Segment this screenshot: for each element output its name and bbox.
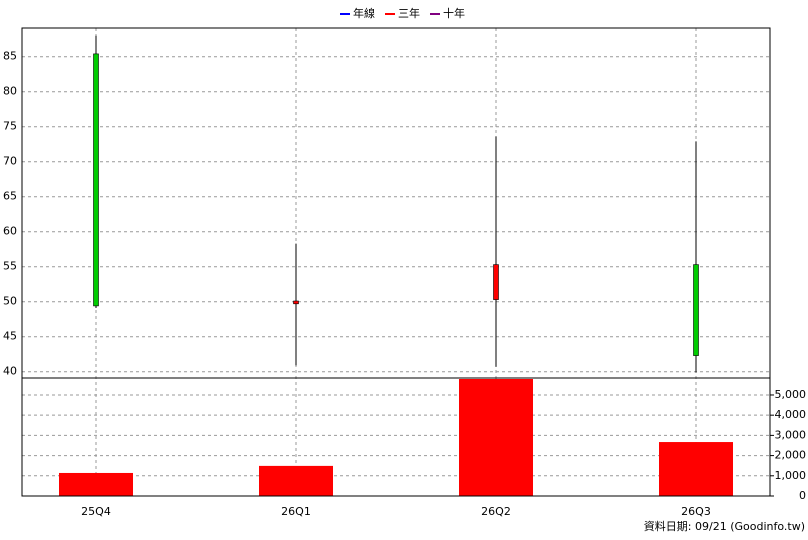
y-tick-label: 80 <box>3 85 17 98</box>
candle-body <box>493 264 499 300</box>
volume-bar <box>59 472 133 496</box>
volume-bar <box>459 379 533 496</box>
volume-bar <box>659 442 733 496</box>
candle-body <box>93 53 99 307</box>
legend-label: 十年 <box>443 6 465 20</box>
y-tick-label: 70 <box>3 155 17 168</box>
y-tick-label: 85 <box>3 50 17 63</box>
y-tick-label: 40 <box>3 365 17 378</box>
volume-bar <box>259 465 333 496</box>
x-tick-label: 26Q3 <box>681 505 711 518</box>
y-tick-label: 75 <box>3 120 17 133</box>
y2-tick-label: 5,000 <box>775 388 807 401</box>
y2-tick-label: 2,000 <box>775 449 807 462</box>
y2-tick-label: 4,000 <box>775 408 807 421</box>
legend-label: 三年 <box>398 6 420 20</box>
y-tick-label: 50 <box>3 295 17 308</box>
y-tick-label: 60 <box>3 225 17 238</box>
y-tick-label: 55 <box>3 260 17 273</box>
candle-body <box>693 264 699 356</box>
x-tick-label: 26Q1 <box>281 505 311 518</box>
y-tick-label: 65 <box>3 190 17 203</box>
x-tick-label: 25Q4 <box>81 505 111 518</box>
y-tick-label: 45 <box>3 330 17 343</box>
plot-frame <box>21 27 771 497</box>
footer: 資料日期: 09/21 (Goodinfo.tw) <box>644 519 805 533</box>
y2-tick-label: 0 <box>799 489 806 502</box>
y2-tick-label: 1,000 <box>775 469 807 482</box>
legend-label: 年線 <box>353 6 375 20</box>
candle-body <box>293 300 299 305</box>
y2-tick-label: 3,000 <box>775 428 807 441</box>
x-tick-label: 26Q2 <box>481 505 511 518</box>
plot-area <box>22 28 770 496</box>
